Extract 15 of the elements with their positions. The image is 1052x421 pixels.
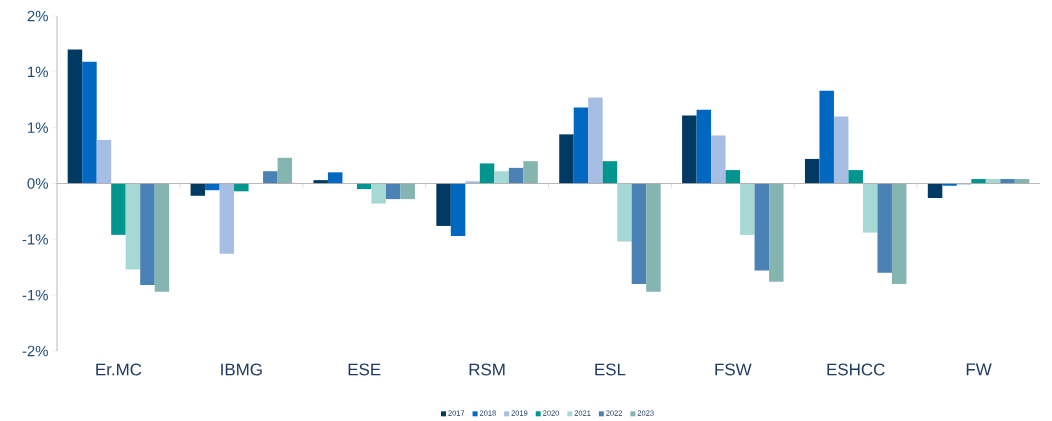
y-tick-label: 0% [27, 178, 48, 189]
x-tick-label: FSW [715, 363, 752, 376]
y-tick-label: 1% [28, 122, 48, 133]
x-tick-label: ESE [348, 363, 381, 376]
y-tick-label: -1% [22, 234, 48, 245]
y-tick-label: -1% [22, 289, 48, 301]
x-tick-label: ESHCC [827, 363, 885, 376]
x-tick-label: FW [966, 363, 992, 376]
y-tick-label: -2% [22, 345, 48, 357]
y-tick-label: 1% [28, 66, 48, 78]
x-tick-label: Er.MC [96, 363, 142, 376]
x-tick-label: RSM [469, 363, 505, 376]
y-tick-label: 2% [27, 10, 48, 22]
x-tick-label: ESL [595, 363, 626, 376]
x-tick-label: IBMG [221, 363, 262, 376]
